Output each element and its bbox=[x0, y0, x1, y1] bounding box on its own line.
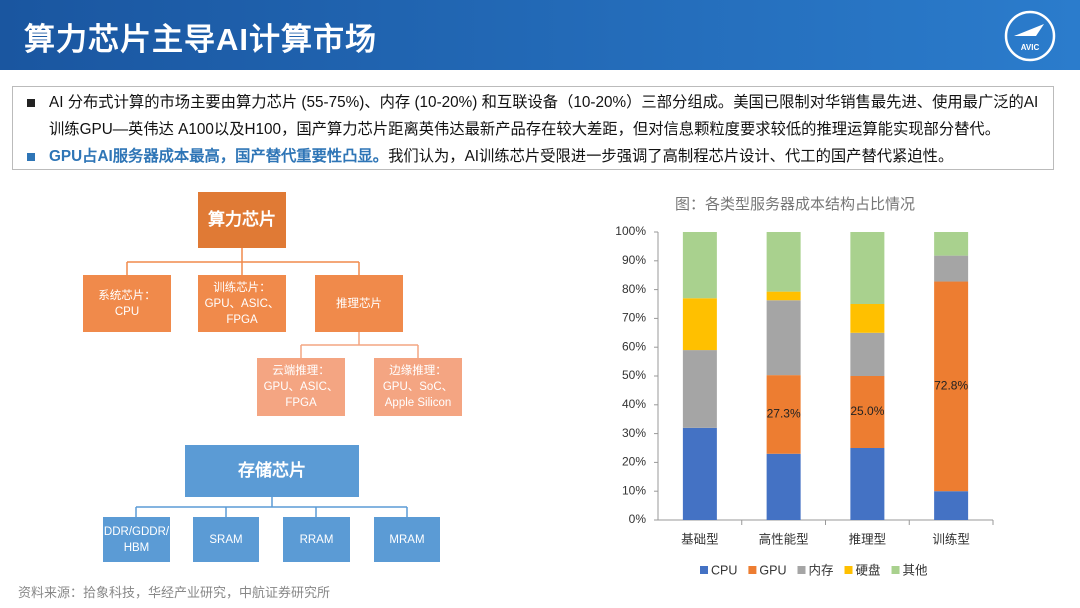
legend-swatch bbox=[797, 566, 806, 574]
bar-segment bbox=[682, 232, 717, 299]
y-tick-label: 0% bbox=[629, 512, 647, 526]
data-label: 72.8% bbox=[934, 379, 968, 393]
bar-segment bbox=[934, 232, 969, 256]
bar-segment bbox=[850, 304, 885, 333]
bar-segment bbox=[850, 448, 885, 520]
bar-segment bbox=[766, 453, 801, 520]
y-tick-label: 30% bbox=[622, 426, 646, 440]
logo: AVIC bbox=[1004, 10, 1056, 62]
header-bar: 算力芯片主导AI计算市场 AVIC bbox=[0, 0, 1080, 70]
slide-title: 算力芯片主导AI计算市场 bbox=[24, 22, 377, 57]
diagram-connectors bbox=[126, 248, 419, 517]
bullet-highlight: GPU占AI服务器成本最高，国产替代重要性凸显。 bbox=[49, 148, 389, 165]
data-label: 25.0% bbox=[850, 404, 884, 418]
x-tick-label: 基础型 bbox=[681, 532, 719, 546]
bullet: GPU占AI服务器成本最高，国产替代重要性凸显。我们认为，AI训练芯片受限进一步… bbox=[19, 143, 1047, 170]
legend-swatch bbox=[700, 566, 708, 574]
legend-swatch bbox=[844, 566, 853, 574]
y-tick-label: 80% bbox=[622, 282, 646, 296]
y-tick-label: 60% bbox=[622, 339, 646, 353]
diagram-node: MRAM bbox=[374, 517, 440, 562]
diagram-node: DDR/GDDR/ HBM bbox=[103, 517, 170, 562]
bar-segment bbox=[682, 350, 717, 428]
bullet: AI 分布式计算的市场主要由算力芯片 (55-75%)、内存 (10-20%) … bbox=[19, 89, 1047, 143]
diagram-node: 云端推理： GPU、ASIC、 FPGA bbox=[257, 358, 345, 416]
diagram-node: 系统芯片： CPU bbox=[83, 275, 171, 332]
bullet-text: AI 分布式计算的市场主要由算力芯片 (55-75%)、内存 (10-20%) … bbox=[49, 94, 1039, 138]
y-tick-label: 90% bbox=[622, 253, 646, 267]
bar-segment bbox=[934, 255, 969, 282]
diagram-node: 算力芯片 bbox=[198, 192, 286, 248]
diagram-node: RRAM bbox=[283, 517, 350, 562]
x-tick-label: 训练型 bbox=[932, 531, 970, 546]
legend-swatch bbox=[748, 566, 757, 574]
bar-segment bbox=[766, 300, 801, 376]
legend-label: GPU bbox=[759, 563, 786, 577]
source-note: 资料来源：拾象科技，华经产业研究，中航证券研究所 bbox=[18, 585, 331, 600]
bar-segment bbox=[766, 232, 801, 292]
diagram-node: 训练芯片： GPU、ASIC、 FPGA bbox=[198, 275, 286, 332]
y-tick-label: 40% bbox=[622, 397, 646, 411]
legend-label: 硬盘 bbox=[856, 562, 881, 577]
diagram-node: SRAM bbox=[193, 517, 259, 562]
legend-label: 内存 bbox=[809, 563, 834, 577]
bar-segment bbox=[682, 298, 717, 351]
diagram-node: 推理芯片 bbox=[315, 275, 403, 332]
bar-segment bbox=[934, 281, 969, 492]
x-tick-label: 推理型 bbox=[849, 532, 887, 546]
bar-segment bbox=[850, 332, 885, 376]
bar-segment bbox=[850, 232, 885, 304]
diagram-node: 边缘推理： GPU、SoC、 Apple Silicon bbox=[374, 358, 462, 416]
x-tick-label: 高性能型 bbox=[759, 531, 809, 546]
bar-segment bbox=[934, 491, 969, 520]
diagram-node: 存储芯片 bbox=[185, 445, 359, 497]
bullet-text: 我们认为，AI训练芯片受限进一步强调了高制程芯片设计、代工的国产替代紧迫性。 bbox=[388, 148, 954, 165]
y-tick-label: 100% bbox=[615, 224, 646, 238]
y-tick-label: 50% bbox=[622, 368, 646, 382]
y-tick-label: 70% bbox=[622, 311, 646, 325]
chart-title: 图：各类型服务器成本结构占比情况 bbox=[675, 196, 915, 213]
data-label: 27.3% bbox=[767, 407, 801, 421]
y-tick-label: 20% bbox=[622, 455, 646, 469]
bar-segment bbox=[766, 291, 801, 301]
logo-text: AVIC bbox=[1021, 43, 1040, 52]
legend-swatch bbox=[891, 566, 900, 574]
bar-segment bbox=[682, 427, 717, 520]
bullet-box: AI 分布式计算的市场主要由算力芯片 (55-75%)、内存 (10-20%) … bbox=[12, 86, 1054, 170]
legend-label: 其他 bbox=[903, 563, 929, 577]
bar-segment bbox=[850, 376, 885, 448]
legend-label: CPU bbox=[711, 563, 737, 577]
y-tick-label: 10% bbox=[622, 483, 646, 497]
bar-segment bbox=[766, 375, 801, 454]
